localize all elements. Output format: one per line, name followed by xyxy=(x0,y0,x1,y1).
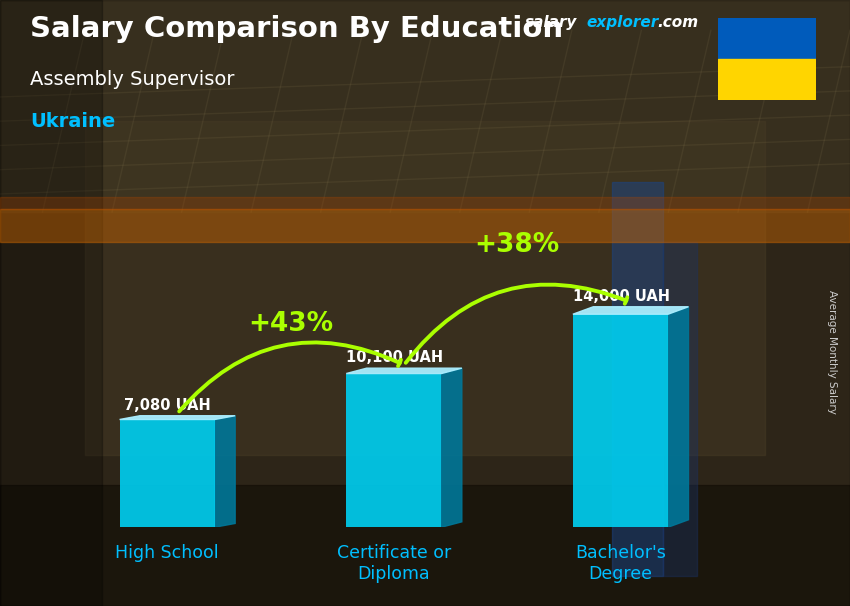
Bar xyxy=(718,59,816,100)
Bar xyxy=(346,373,441,527)
Text: Salary Comparison By Education: Salary Comparison By Education xyxy=(30,15,563,43)
Text: +43%: +43% xyxy=(248,311,333,336)
Bar xyxy=(85,121,765,454)
Bar xyxy=(0,0,102,606)
Bar xyxy=(612,182,663,576)
Bar xyxy=(0,197,850,209)
Bar xyxy=(120,419,215,527)
Polygon shape xyxy=(441,368,462,527)
Bar xyxy=(0,0,850,212)
Text: .com: .com xyxy=(657,15,698,30)
Bar xyxy=(718,18,816,59)
Text: +38%: +38% xyxy=(475,232,560,258)
Text: Assembly Supervisor: Assembly Supervisor xyxy=(30,70,235,88)
Text: Ukraine: Ukraine xyxy=(30,112,115,131)
Text: 14,000 UAH: 14,000 UAH xyxy=(573,288,670,304)
Bar xyxy=(573,314,668,527)
Bar xyxy=(0,485,850,606)
Text: Average Monthly Salary: Average Monthly Salary xyxy=(827,290,837,413)
Polygon shape xyxy=(120,416,235,419)
Text: 7,080 UAH: 7,080 UAH xyxy=(124,398,211,413)
Bar xyxy=(663,242,697,576)
Text: 10,100 UAH: 10,100 UAH xyxy=(346,350,443,365)
Text: salary: salary xyxy=(525,15,578,30)
Polygon shape xyxy=(668,307,688,527)
Polygon shape xyxy=(573,307,689,314)
Polygon shape xyxy=(215,416,235,527)
Bar xyxy=(0,209,850,242)
Polygon shape xyxy=(346,368,462,373)
Text: explorer: explorer xyxy=(586,15,659,30)
